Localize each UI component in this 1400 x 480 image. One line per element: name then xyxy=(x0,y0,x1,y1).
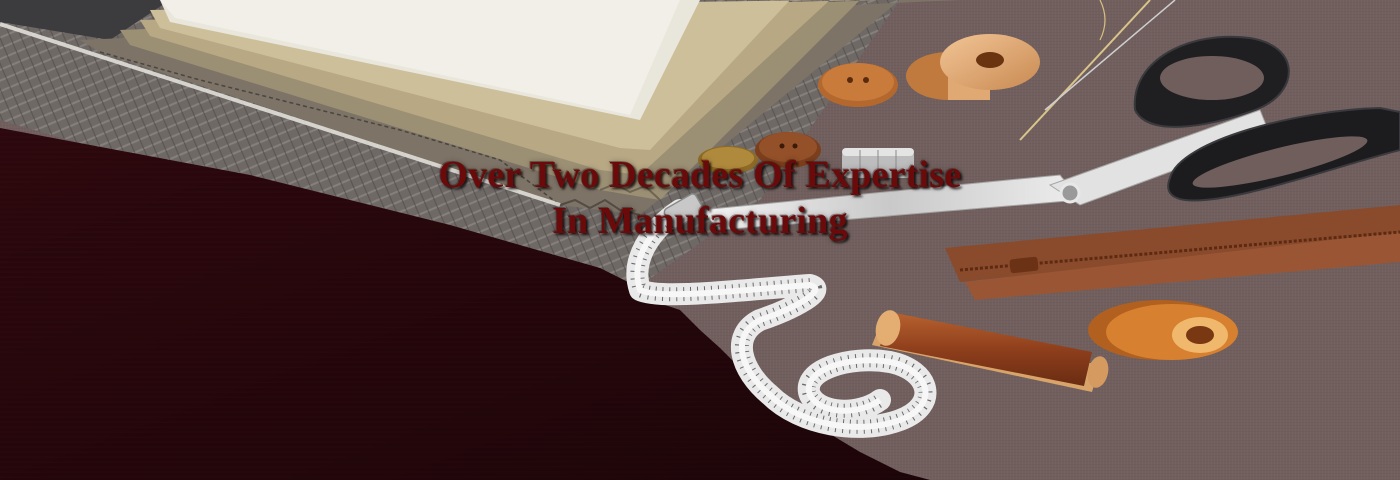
thimble xyxy=(842,148,914,178)
wooden-button-1 xyxy=(818,63,898,107)
wooden-spool xyxy=(906,34,1040,100)
headline-line-1: Over Two Decades Of Expertise xyxy=(438,154,962,196)
hero-headline: Over Two Decades Of Expertise In Manufac… xyxy=(0,152,1400,244)
sewing-needle-2 xyxy=(1044,0,1176,111)
wooden-button-3 xyxy=(698,146,758,174)
scissors xyxy=(698,35,1400,231)
thread-spool-rust xyxy=(872,310,1109,392)
zipper xyxy=(945,205,1400,300)
headline-line-2: In Manufacturing xyxy=(552,200,848,242)
fabric-swatches xyxy=(0,0,960,216)
measuring-tape xyxy=(626,193,937,438)
wooden-button-2 xyxy=(755,132,821,168)
thread-spool-orange xyxy=(1088,300,1238,360)
sewing-needle-1 xyxy=(1019,0,1151,141)
